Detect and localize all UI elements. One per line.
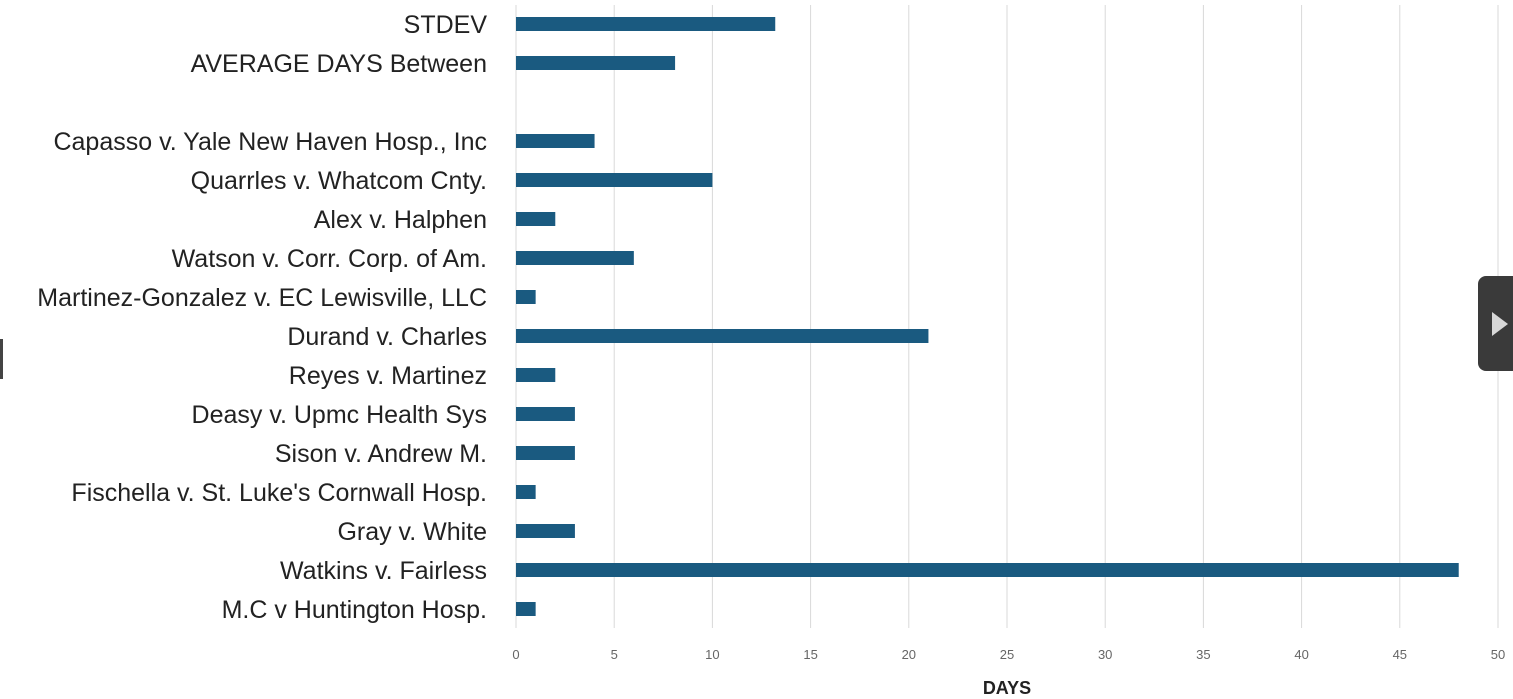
x-tick-label: 35 [1196, 647, 1210, 662]
x-tick-label: 20 [902, 647, 916, 662]
bar [516, 290, 536, 304]
bar [516, 17, 776, 31]
category-label: Sison v. Andrew M. [275, 440, 487, 468]
category-label: Reyes v. Martinez [289, 362, 487, 390]
x-tick-label: 30 [1098, 647, 1112, 662]
category-label: Durand v. Charles [287, 323, 487, 351]
x-tick-label: 5 [611, 647, 618, 662]
bar [516, 173, 713, 187]
bar [516, 407, 575, 421]
x-tick-label: 15 [803, 647, 817, 662]
x-tick-label: 45 [1393, 647, 1407, 662]
bar [516, 251, 634, 265]
category-label: AVERAGE DAYS Between [191, 50, 487, 78]
bar [516, 485, 536, 499]
category-label: Alex v. Halphen [314, 206, 487, 234]
play-icon [1492, 311, 1508, 336]
category-label: Quarrles v. Whatcom Cnty. [191, 167, 487, 195]
bars [516, 17, 1459, 616]
x-tick-labels: 0 5 10 15 20 25 30 35 40 45 50 [512, 647, 1505, 662]
bar [516, 446, 575, 460]
x-tick-label: 0 [512, 647, 519, 662]
category-label: M.C v Huntington Hosp. [222, 596, 487, 624]
side-panel-toggle-button[interactable] [1478, 276, 1513, 371]
category-label: Watkins v. Fairless [280, 557, 487, 585]
category-labels: STDEV AVERAGE DAYS Between Capasso v. Yale… [37, 11, 487, 624]
category-label: Fischella v. St. Luke's Cornwall Hosp. [71, 479, 487, 507]
x-axis-title: DAYS [983, 678, 1031, 698]
bar [516, 134, 595, 148]
bar [516, 368, 556, 382]
bar [516, 212, 556, 226]
left-edge-marker [0, 339, 3, 379]
x-tick-label: 50 [1491, 647, 1505, 662]
category-label: STDEV [404, 11, 488, 39]
bar [516, 524, 575, 538]
category-label: Deasy v. Upmc Health Sys [192, 401, 487, 429]
x-tick-label: 25 [1000, 647, 1014, 662]
category-label: Martinez-Gonzalez v. EC Lewisville, LLC [37, 284, 487, 312]
gridlines [515, 5, 1499, 628]
bar [516, 329, 929, 343]
bar [516, 563, 1459, 577]
category-label: Capasso v. Yale New Haven Hosp., Inc [53, 128, 487, 156]
x-tick-label: 40 [1294, 647, 1308, 662]
bar [516, 602, 536, 616]
category-label: Watson v. Corr. Corp. of Am. [172, 245, 487, 273]
category-label: Gray v. White [337, 518, 487, 546]
x-tick-label: 10 [705, 647, 719, 662]
bar [516, 56, 676, 70]
